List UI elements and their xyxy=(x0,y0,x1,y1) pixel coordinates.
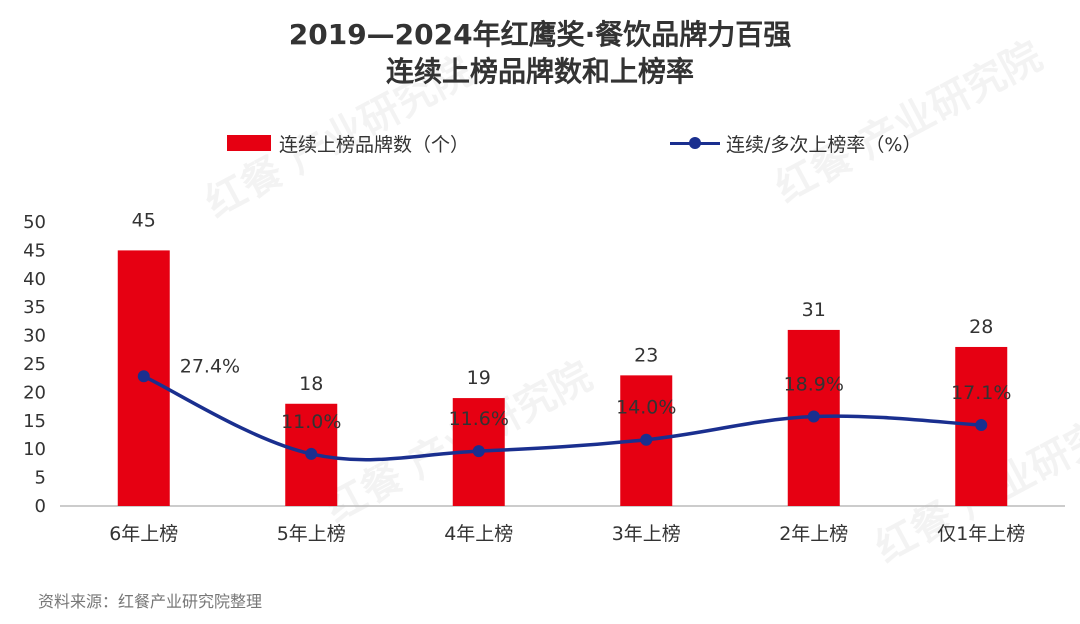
line-point xyxy=(472,445,485,458)
y-tick-label: 50 xyxy=(23,212,46,233)
x-tick-label: 3年上榜 xyxy=(612,523,681,545)
y-tick-label: 0 xyxy=(35,496,46,517)
y-tick-label: 15 xyxy=(23,411,46,432)
line-point xyxy=(640,433,653,446)
bar-value-label: 28 xyxy=(969,316,993,338)
line-value-label: 11.0% xyxy=(281,411,341,433)
y-tick-label: 45 xyxy=(23,240,46,261)
series-line xyxy=(143,374,982,462)
line-value-label: 18.9% xyxy=(784,374,844,396)
y-tick-label: 20 xyxy=(23,382,46,403)
y-tick-label: 25 xyxy=(23,354,46,375)
line-point xyxy=(137,370,150,383)
x-tick-label: 6年上榜 xyxy=(109,523,178,545)
line-value-label: 11.6% xyxy=(449,408,509,430)
y-tick-label: 35 xyxy=(23,297,46,318)
legend-line-swatch xyxy=(670,135,720,151)
x-tick-label: 2年上榜 xyxy=(779,523,848,545)
x-tick-label: 5年上榜 xyxy=(277,523,346,545)
line-point xyxy=(305,447,318,460)
bar-value-label: 23 xyxy=(634,344,658,366)
y-tick-label: 30 xyxy=(23,326,46,347)
chart-title: 2019—2024年红鹰奖·餐饮品牌力百强 xyxy=(288,18,792,51)
bar-value-label: 31 xyxy=(802,299,826,321)
legend-bar-swatch xyxy=(227,135,271,151)
x-tick-label: 仅1年上榜 xyxy=(937,523,1025,545)
legend-line-label: 连续/多次上榜率（%） xyxy=(726,133,922,156)
line-value-label: 27.4% xyxy=(180,355,240,377)
line-value-label: 14.0% xyxy=(616,397,676,419)
y-tick-label: 5 xyxy=(35,468,46,489)
legend-item-line-series: 连续/多次上榜率（%） xyxy=(670,128,921,158)
chart-subtitle: 连续上榜品牌数和上榜率 xyxy=(385,55,694,88)
y-tick-label: 40 xyxy=(23,269,46,290)
line-point xyxy=(975,419,988,432)
line-point xyxy=(807,410,820,423)
line-value-label: 17.1% xyxy=(951,382,1011,404)
x-tick-label: 4年上榜 xyxy=(444,523,513,545)
bar-value-label: 18 xyxy=(299,373,323,395)
legend-item-bar-series: 连续上榜品牌数（个） xyxy=(227,128,469,158)
bar-value-label: 45 xyxy=(132,209,156,231)
legend-bar-label: 连续上榜品牌数（个） xyxy=(279,133,470,156)
bar-value-label: 19 xyxy=(467,367,491,389)
y-tick-label: 10 xyxy=(23,439,46,460)
source-note: 资料来源：红餐产业研究院整理 xyxy=(38,592,263,611)
